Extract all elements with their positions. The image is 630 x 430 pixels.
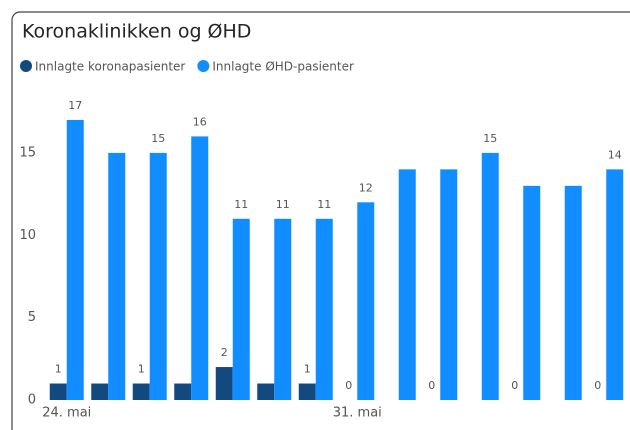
data-label: 15 xyxy=(483,132,497,145)
data-label: 11 xyxy=(317,198,331,211)
data-label: 16 xyxy=(193,115,207,128)
bar xyxy=(232,218,250,400)
bar xyxy=(91,383,109,400)
data-label: 15 xyxy=(151,132,165,145)
bar xyxy=(398,169,416,400)
data-label: 0 xyxy=(345,379,352,392)
data-label: 1 xyxy=(55,363,62,376)
bar xyxy=(149,152,167,400)
y-tick-label: 10 xyxy=(19,228,36,243)
bar xyxy=(257,383,275,400)
bar xyxy=(523,185,541,400)
y-tick-label: 15 xyxy=(19,145,36,160)
data-label: 11 xyxy=(276,198,290,211)
bar xyxy=(481,152,499,400)
bar xyxy=(315,218,333,400)
data-label: 0 xyxy=(594,379,601,392)
legend-label: Innlagte koronapasienter xyxy=(35,60,185,74)
legend-marker xyxy=(20,60,32,72)
bar xyxy=(191,136,209,400)
bar xyxy=(49,383,67,400)
bar xyxy=(108,152,126,400)
data-label: 14 xyxy=(608,148,622,161)
bar xyxy=(215,367,233,400)
bar xyxy=(174,383,192,400)
data-label: 0 xyxy=(511,379,518,392)
bar xyxy=(66,119,84,401)
bar xyxy=(564,185,582,400)
bar xyxy=(132,383,150,400)
data-label: 1 xyxy=(138,363,145,376)
bar xyxy=(357,202,375,400)
x-tick-label: 24. mai xyxy=(42,406,91,421)
bar xyxy=(298,383,316,400)
legend-label: Innlagte ØHD-pasienter xyxy=(212,60,354,74)
data-label: 2 xyxy=(221,346,228,359)
y-tick-label: 0 xyxy=(28,393,36,408)
chart-title: Koronaklinikken og ØHD xyxy=(22,21,251,43)
legend-marker xyxy=(197,60,210,72)
x-tick-label: 31. mai xyxy=(333,406,382,421)
y-tick-label: 5 xyxy=(28,310,36,325)
bar xyxy=(440,169,458,400)
bar xyxy=(606,169,624,400)
data-label: 11 xyxy=(234,198,248,211)
bar xyxy=(274,218,292,400)
data-label: 0 xyxy=(428,379,435,392)
data-label: 1 xyxy=(304,363,311,376)
data-label: 17 xyxy=(68,99,82,112)
data-label: 12 xyxy=(359,181,373,194)
